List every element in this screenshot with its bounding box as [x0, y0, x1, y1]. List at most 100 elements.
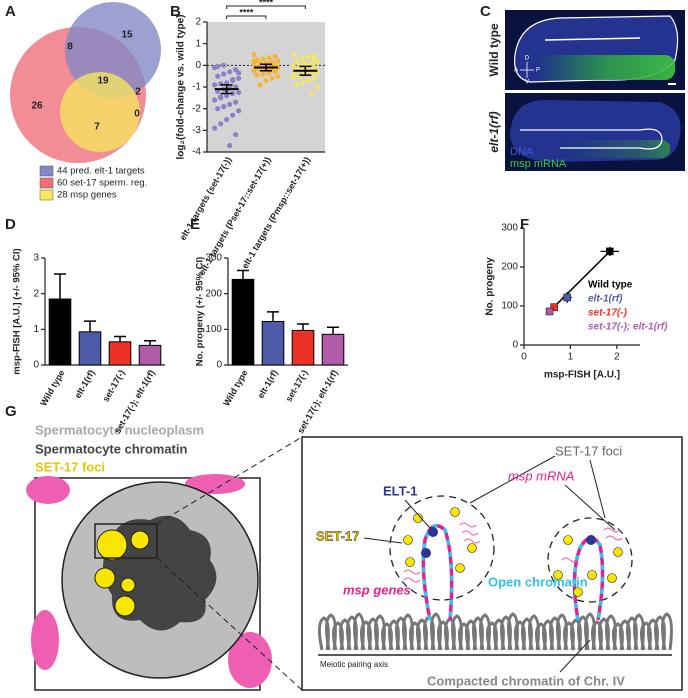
data-point	[266, 55, 272, 61]
y-tick-label: 0	[195, 60, 201, 71]
data-point	[311, 56, 317, 62]
data-point	[224, 93, 230, 99]
region-count: 15	[121, 30, 133, 41]
error-bar	[114, 335, 126, 342]
zoom-line	[156, 557, 303, 691]
set17-focus	[613, 547, 623, 557]
data-point	[215, 73, 221, 79]
chromatin-loop	[338, 618, 351, 651]
set17-focus	[553, 570, 563, 580]
chromatin-loop	[331, 621, 344, 651]
chromatin-loop	[324, 613, 337, 651]
data-point	[290, 72, 296, 78]
set17-focus	[96, 529, 128, 561]
data-point	[311, 75, 317, 81]
x-tick-label: elt-1 targets (Pmsp::set-17(+))	[240, 155, 312, 270]
data-point	[251, 51, 257, 58]
chromatin-loop	[604, 614, 617, 651]
data-point	[272, 69, 278, 75]
label-axis: Meiotic pairing axis	[320, 660, 388, 669]
data-point	[260, 71, 266, 77]
chromatin-loop	[541, 619, 554, 651]
chromatin-loop	[618, 619, 631, 651]
elt1-protein	[586, 535, 596, 545]
focus-boundary	[547, 517, 633, 603]
panel-label: G	[5, 403, 17, 420]
region-count: 19	[97, 76, 109, 87]
data-point	[275, 58, 281, 64]
data-point	[299, 80, 305, 86]
data-point	[305, 54, 311, 60]
y-tick-label: 100	[501, 301, 518, 312]
error-bar	[267, 311, 279, 322]
y-tick-label: 1	[33, 324, 39, 335]
chromatin-loop	[394, 616, 407, 651]
set17-focus	[563, 535, 573, 545]
chromatin-loop	[583, 612, 596, 651]
channel-label: DNA	[510, 146, 534, 158]
legend-text: SET-17 foci	[35, 459, 105, 474]
x-tick-label: elt-1(rf)	[256, 368, 280, 400]
legend-swatch	[39, 189, 54, 201]
data-point	[236, 70, 242, 76]
data-point	[236, 75, 242, 81]
x-axis-label: msp-FISH [A.U.]	[544, 370, 620, 381]
data-point	[221, 103, 227, 110]
significance-bracket	[226, 15, 267, 19]
label-msp-genes: msp genes	[343, 582, 411, 597]
legend-swatch	[39, 165, 54, 177]
data-point	[299, 56, 305, 62]
data-point	[227, 142, 233, 149]
data-point	[221, 62, 227, 68]
gonad-outline	[520, 128, 663, 150]
chromatin-loop	[373, 614, 386, 651]
x-tick-label: set-17(-)	[101, 368, 127, 403]
error-bar	[84, 320, 96, 332]
chromatin-loop	[639, 621, 652, 651]
orientation-label: V	[525, 80, 529, 86]
chromatin-loop	[429, 612, 442, 651]
orientation-label: D	[525, 56, 530, 62]
y-tick-label: 0	[216, 360, 222, 371]
data-point	[230, 112, 236, 118]
error-bar	[54, 273, 66, 300]
chromatin-loop	[548, 616, 561, 651]
bar	[108, 341, 132, 366]
chromatin-loop	[611, 622, 624, 651]
open-chromatin	[421, 524, 454, 621]
significance-label: ****	[259, 0, 274, 7]
pointer	[589, 459, 606, 519]
panel-label: E	[190, 216, 200, 233]
data-point	[305, 77, 311, 84]
set17-focus	[467, 543, 477, 553]
bar	[78, 331, 102, 366]
chromatin-loop	[464, 619, 477, 651]
y-tick-label: 300	[501, 223, 518, 234]
error-bar	[260, 63, 272, 72]
data-point	[606, 247, 614, 256]
set17-focus	[587, 570, 597, 580]
y-tick-label: 200	[205, 288, 222, 299]
msp-signal	[560, 140, 670, 158]
legend-label: set-17(-); elt-1(rf)	[588, 322, 668, 333]
x-tick-label: Wild type	[38, 368, 67, 408]
region-count: 0	[134, 109, 140, 120]
data-point	[233, 132, 239, 138]
chromatin-loop	[478, 613, 491, 651]
set17-focus	[94, 567, 116, 589]
set17-focus	[120, 577, 136, 593]
zoom-box	[94, 523, 158, 559]
y-tick-label: 200	[501, 262, 518, 273]
mrna	[403, 522, 623, 583]
chromatin-loop	[499, 615, 512, 651]
data-point	[311, 64, 317, 71]
bar	[261, 320, 285, 366]
axis	[523, 228, 640, 346]
error-bar	[144, 339, 156, 346]
orientation-label: A	[514, 68, 518, 74]
legend-label: set-17(-)	[588, 308, 628, 319]
chromatin-loop	[401, 613, 414, 651]
data-point	[260, 56, 266, 62]
chromatin-loop	[569, 618, 582, 651]
error-bar	[327, 326, 339, 335]
